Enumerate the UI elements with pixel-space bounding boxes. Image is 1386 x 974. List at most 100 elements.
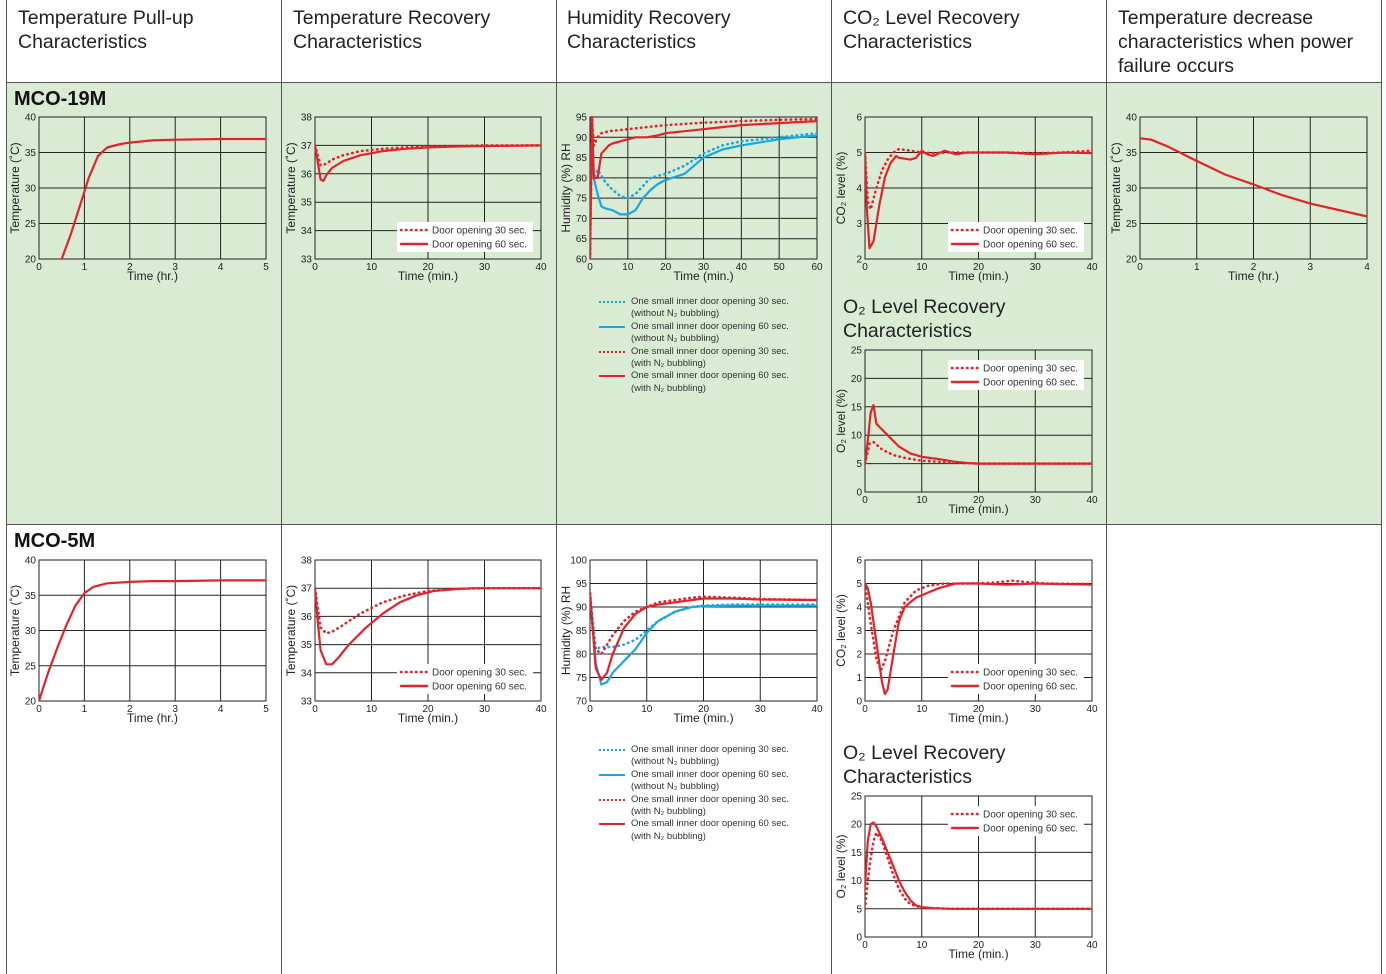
y-tick-label: 35 — [301, 640, 313, 651]
y-tick-label: 95 — [576, 113, 588, 124]
y-tick-label: 65 — [576, 234, 588, 245]
legend-sublabel: (with N₂ bubbling) — [631, 382, 706, 394]
x-tick-label: 10 — [916, 495, 928, 506]
y-tick-label: 2 — [856, 255, 862, 266]
y-tick-label: 40 — [25, 556, 37, 567]
x-tick-label: 0 — [36, 262, 42, 273]
x-tick-label: 40 — [1086, 262, 1098, 273]
x-tick-label: 5 — [263, 704, 269, 715]
x-tick-label: 40 — [811, 704, 823, 715]
series-group — [865, 147, 1092, 250]
y-tick-label: 37 — [301, 141, 313, 152]
series-line-solid — [865, 149, 1092, 250]
y-tick-label: 75 — [576, 673, 588, 684]
legend-item: One small inner door opening 30 sec. (wit… — [596, 296, 826, 321]
y-tick-label: 0 — [856, 697, 862, 708]
x-tick-label: 10 — [622, 262, 634, 273]
y-tick-label: 10 — [851, 876, 863, 887]
y-tick-label: 95 — [576, 579, 588, 590]
y-tick-label: 35 — [25, 148, 37, 159]
y-tick-label: 100 — [570, 556, 587, 567]
mco-19m-row-band — [6, 82, 1382, 524]
x-tick-label: 30 — [1030, 495, 1042, 506]
y-tick-label: 25 — [25, 661, 37, 672]
x-tick-label: 10 — [916, 940, 928, 951]
y-tick-label: 4 — [856, 603, 862, 614]
legend-label: One small inner door opening 60 sec. — [631, 320, 789, 332]
legend-swatch — [599, 301, 625, 303]
y-tick-label: 40 — [1126, 113, 1138, 124]
legend-sublabel: (with N₂ bubbling) — [631, 358, 706, 370]
y-tick-label: 30 — [25, 184, 37, 195]
column-divider — [1106, 0, 1107, 974]
series-line-solid — [1140, 137, 1367, 218]
legend-item: One small inner door opening 60 sec. (wit… — [596, 321, 826, 346]
legend-box — [948, 360, 1084, 390]
x-tick-label: 20 — [698, 704, 710, 715]
series-line-solid — [590, 116, 817, 259]
x-tick-label: 40 — [1086, 704, 1098, 715]
x-axis-label: Time (min.) — [673, 269, 733, 283]
y-tick-label: 25 — [1126, 219, 1138, 230]
x-axis-label: Time (min.) — [948, 711, 1008, 725]
series-group — [865, 821, 1092, 911]
x-tick-label: 20 — [973, 262, 985, 273]
legend-label: Door opening 60 sec. — [983, 240, 1078, 251]
y-tick-label: 34 — [301, 226, 313, 237]
legend-label: Door opening 30 sec. — [983, 668, 1078, 679]
x-tick-label: 20 — [422, 262, 434, 273]
x-tick-label: 0 — [587, 262, 593, 273]
legend-sublabel: (without N₂ bubbling) — [631, 781, 720, 793]
x-tick-label: 3 — [172, 262, 178, 273]
y-axis-label: CO₂ level (%) — [834, 152, 848, 225]
legend-label: One small inner door opening 60 sec. — [631, 370, 789, 382]
y-tick-label: 15 — [851, 402, 863, 413]
x-axis-label: Time (min.) — [673, 711, 733, 725]
x-tick-label: 2 — [127, 262, 133, 273]
legend-label: One small inner door opening 30 sec. — [631, 296, 789, 307]
x-tick-label: 0 — [862, 704, 868, 715]
legend-label: Door opening 60 sec. — [432, 682, 527, 693]
x-tick-label: 30 — [698, 262, 710, 273]
legend-label: Door opening 30 sec. — [983, 364, 1078, 375]
y-axis-label: O₂ level (%) — [834, 834, 848, 898]
y-tick-label: 2 — [856, 650, 862, 661]
legend-sublabel: (without N₂ bubbling) — [631, 756, 720, 768]
x-tick-label: 30 — [479, 704, 491, 715]
legend-sublabel: (without N₂ bubbling) — [631, 308, 720, 320]
series-group — [60, 137, 266, 259]
y-tick-label: 60 — [576, 255, 588, 266]
legend-label: One small inner door opening 30 sec. — [631, 744, 789, 755]
series-line-dotted — [865, 440, 1092, 465]
y-axis-label: Humidity (%) RH — [559, 143, 573, 232]
x-tick-label: 30 — [755, 704, 767, 715]
humidity-legend-mco-19m: One small inner door opening 30 sec. (wit… — [596, 296, 826, 395]
y-tick-label: 4 — [856, 184, 862, 195]
x-tick-label: 20 — [973, 704, 985, 715]
y-tick-label: 20 — [851, 374, 863, 385]
y-tick-label: 70 — [576, 697, 588, 708]
column-divider — [1381, 0, 1382, 974]
legend-swatch — [599, 375, 625, 378]
column-divider — [281, 0, 282, 974]
legend-box — [397, 222, 533, 252]
x-tick-label: 0 — [312, 704, 318, 715]
legend-label: Door opening 30 sec. — [432, 226, 527, 237]
legend-swatch — [599, 749, 625, 751]
row-divider — [6, 82, 1382, 83]
x-tick-label: 5 — [263, 262, 269, 273]
legend-item: One small inner door opening 60 sec. (wit… — [596, 769, 826, 794]
y-tick-label: 1 — [856, 673, 862, 684]
legend-box — [948, 664, 1084, 694]
legend-label: One small inner door opening 60 sec. — [631, 818, 789, 830]
x-tick-label: 30 — [1030, 262, 1042, 273]
y-tick-label: 35 — [25, 591, 37, 602]
y-tick-label: 37 — [301, 584, 313, 595]
x-tick-label: 20 — [973, 495, 985, 506]
